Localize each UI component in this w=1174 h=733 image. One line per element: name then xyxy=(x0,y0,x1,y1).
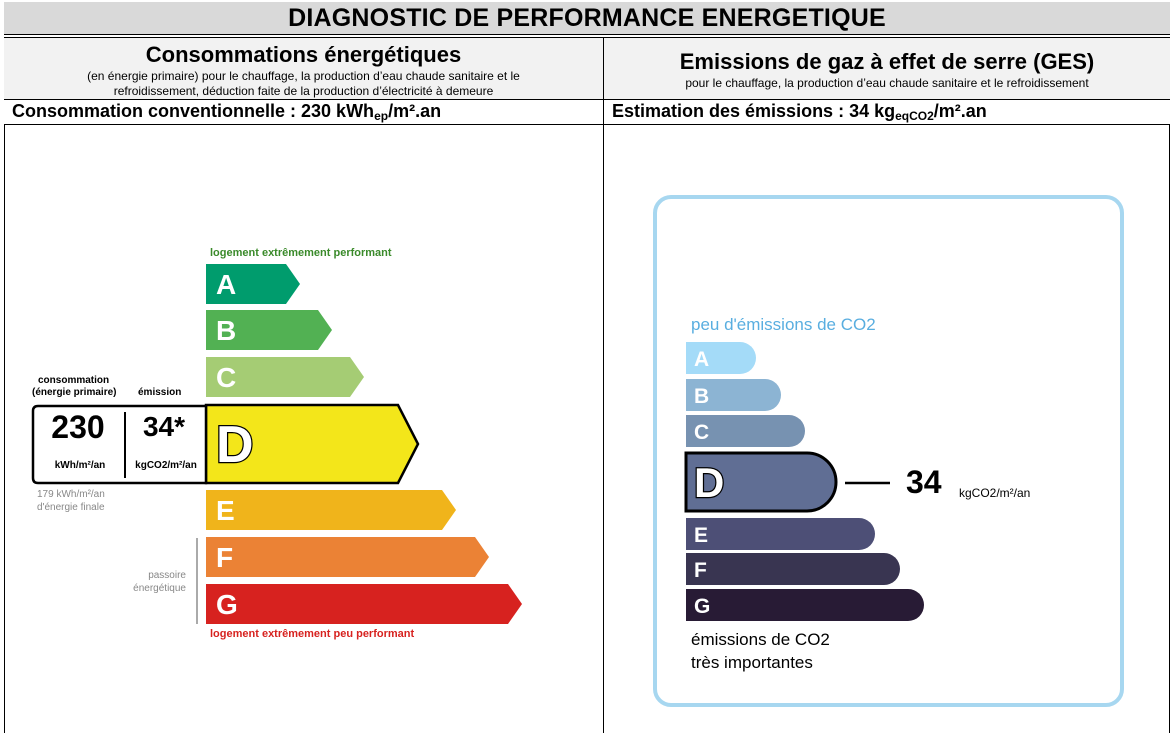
energy-class-g-bar xyxy=(206,584,522,624)
consumption-label-2: (énergie primaire) xyxy=(32,387,116,398)
energy-class-d-letter: D xyxy=(216,416,254,474)
energy-class-c-bar xyxy=(206,357,364,397)
ges-class-c-letter: C xyxy=(694,421,709,444)
energy-heading: Consommations énergétiques xyxy=(145,42,462,67)
ges-class-e-bar xyxy=(686,518,875,550)
consumption-box xyxy=(31,404,208,485)
ges-top-label: peu d'émissions de CO2 xyxy=(691,315,876,334)
energy-class-c-letter: C xyxy=(216,362,236,393)
energy-subheading-1: (en énergie primaire) pour le chauffage,… xyxy=(87,69,520,83)
ges-class-g-bar xyxy=(686,589,924,621)
ges-class-f-bar xyxy=(686,553,900,585)
energy-class-f-letter: F xyxy=(216,542,233,573)
estimate-row: Consommation conventionnelle : 230 kWhep… xyxy=(4,99,1170,125)
energy-subheading-2: refroidissement, déduction faite de la p… xyxy=(113,84,494,98)
energy-class-g-letter: G xyxy=(216,589,238,620)
energy-class-a-letter: A xyxy=(216,269,236,300)
energy-class-a-bar xyxy=(206,264,300,304)
ges-subheading: pour le chauffage, la production d’eau c… xyxy=(685,76,1089,90)
right-border xyxy=(1169,124,1170,733)
ges-unit: kgCO2/m²/an xyxy=(959,486,1030,500)
header-row: Consommations énergétiques (en énergie p… xyxy=(4,37,1170,100)
energy-class-e-bar xyxy=(206,490,456,530)
emission-value: 34* xyxy=(143,411,185,442)
consumption-unit: kWh/m²/an xyxy=(55,460,106,471)
column-divider xyxy=(603,37,604,733)
energy-class-e-letter: E xyxy=(216,495,235,526)
ges-frame xyxy=(653,195,1124,707)
emission-unit: kgCO2/m²/an xyxy=(135,460,197,471)
ges-heading: Emissions de gaz à effet de serre (GES) xyxy=(679,49,1095,74)
ges-class-d-bar xyxy=(684,451,838,513)
document-title: DIAGNOSTIC DE PERFORMANCE ENERGETIQUE xyxy=(4,2,1170,35)
ges-class-g-letter: G xyxy=(694,595,710,618)
final-energy-2: d'énergie finale xyxy=(37,502,105,513)
passoire-2: énergétique xyxy=(133,583,186,594)
ges-class-b-letter: B xyxy=(694,385,709,408)
emission-label: émission xyxy=(138,387,181,398)
passoire-1: passoire xyxy=(148,570,186,581)
final-energy-1: 179 kWh/m²/an xyxy=(37,489,105,500)
energy-bottom-label: logement extrêmement peu performant xyxy=(210,628,414,640)
energy-class-f-bar xyxy=(206,537,489,577)
energy-class-b-bar xyxy=(206,310,332,350)
ges-estimate: Estimation des émissions : 34 kgeqCO2/m²… xyxy=(612,101,987,123)
energy-estimate: Consommation conventionnelle : 230 kWhep… xyxy=(12,101,442,123)
ges-class-d-letter: D xyxy=(694,459,724,506)
ges-class-e-letter: E xyxy=(694,524,708,547)
ges-bottom-label-2: très importantes xyxy=(691,653,813,672)
energy-top-label: logement extrêmement performant xyxy=(210,247,392,259)
consumption-value: 230 xyxy=(51,409,104,445)
ges-class-a-letter: A xyxy=(694,348,709,371)
ges-class-a-bar xyxy=(686,342,756,374)
ges-class-c-bar xyxy=(686,415,805,447)
ges-bottom-label-1: émissions de CO2 xyxy=(691,630,830,649)
ges-class-f-letter: F xyxy=(694,559,707,582)
ges-class-b-bar xyxy=(686,379,781,411)
energy-header: Consommations énergétiques (en énergie p… xyxy=(4,38,603,99)
ges-header: Emissions de gaz à effet de serre (GES) … xyxy=(604,38,1170,99)
left-border xyxy=(4,124,5,733)
consumption-label-1: consommation xyxy=(38,375,109,386)
ges-value: 34 xyxy=(906,464,942,500)
energy-class-b-letter: B xyxy=(216,315,236,346)
